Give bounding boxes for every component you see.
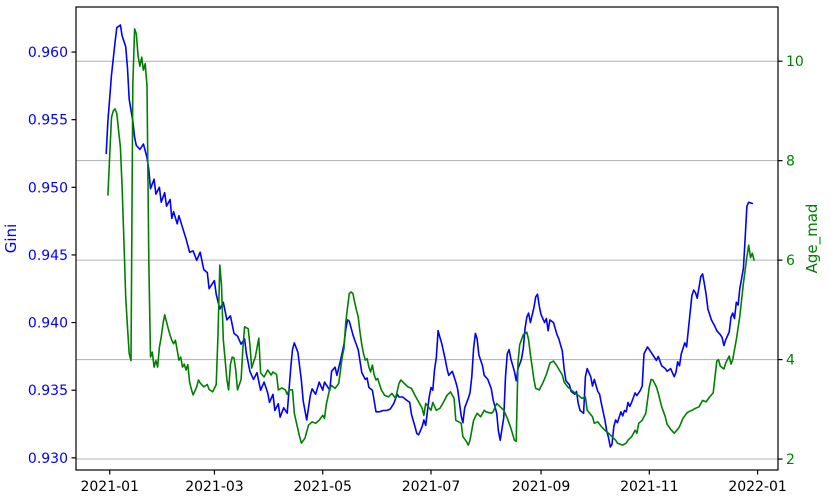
left-tick-label: 0.950	[28, 180, 68, 196]
left-tick-label: 0.945	[28, 248, 68, 264]
plot-border	[75, 6, 779, 471]
x-tick-label: 2021-05	[293, 479, 352, 495]
series-line-gini	[105, 24, 754, 448]
right-tick-label: 2	[786, 452, 795, 468]
right-tick-label: 6	[786, 253, 795, 269]
left-tick-label: 0.955	[28, 113, 68, 129]
x-tick-label: 2021-03	[185, 479, 244, 495]
left-tick-label: 0.930	[28, 451, 68, 467]
x-tick-label: 2021-07	[402, 479, 461, 495]
x-tick-label: 2021-11	[620, 479, 679, 495]
right-tick-label: 10	[786, 54, 804, 70]
series-line-age_mad	[107, 28, 755, 446]
left-axis-title: Gini	[2, 224, 20, 253]
right-axis-title: Age_mad	[803, 204, 822, 274]
right-tick-label: 8	[786, 154, 795, 170]
right-tick-label: 4	[786, 353, 795, 369]
x-tick-label: 2021-09	[512, 479, 571, 495]
x-tick-label: 2022-01	[728, 479, 787, 495]
left-tick-label: 0.940	[28, 316, 68, 332]
x-tick-label: 2021-01	[80, 479, 139, 495]
left-tick-label: 0.935	[28, 383, 68, 399]
left-tick-label: 0.960	[28, 45, 68, 61]
